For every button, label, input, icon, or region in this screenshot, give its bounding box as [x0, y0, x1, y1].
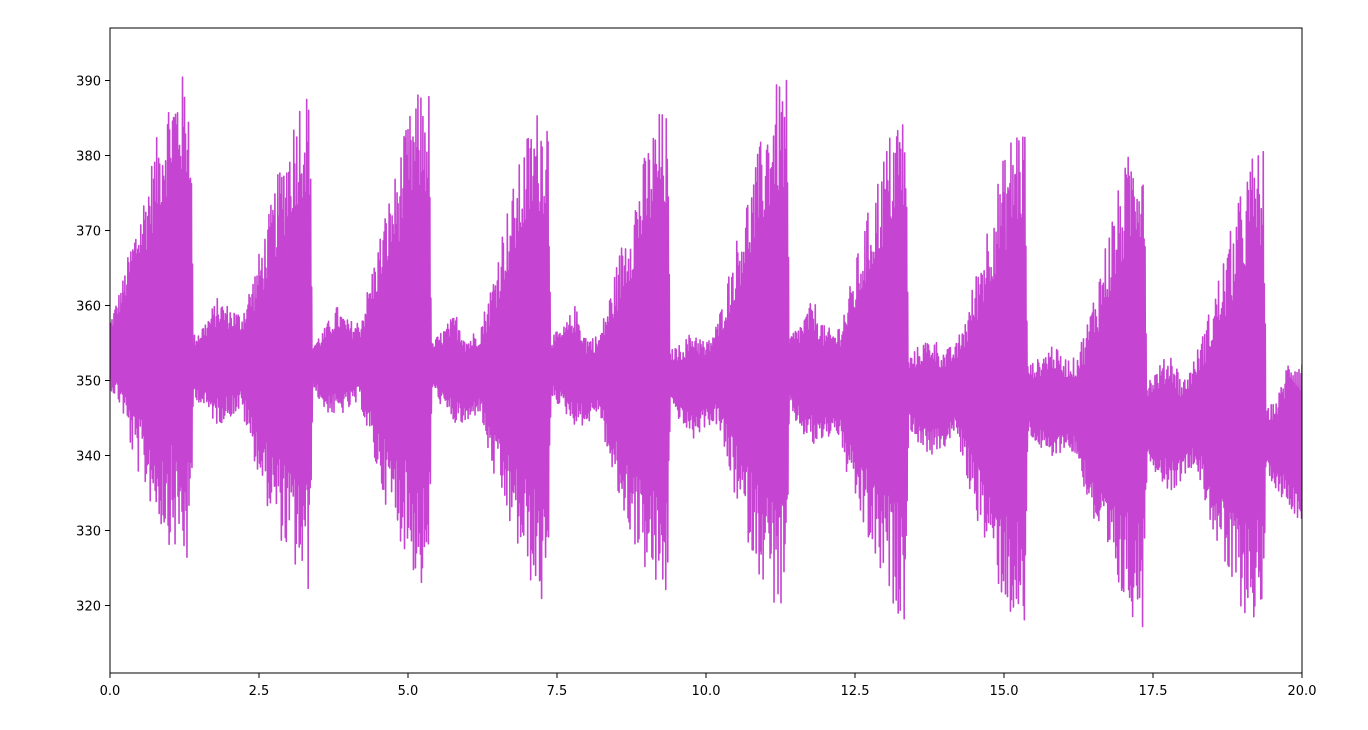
x-axis: 0.0 2.5 5.0 7.5 10.0 12.5 15.0 17.5 20.0	[100, 673, 1317, 699]
x-tick-label: 20.0	[1288, 684, 1317, 699]
x-tick-label: 2.5	[249, 684, 270, 699]
y-tick-label: 320	[76, 600, 101, 615]
x-tick-label: 5.0	[398, 684, 419, 699]
x-tick-label: 0.0	[100, 684, 121, 699]
x-tick-label: 17.5	[1139, 684, 1168, 699]
y-tick-label: 340	[76, 450, 101, 465]
y-tick-label: 380	[76, 150, 101, 165]
series-line	[110, 76, 1302, 628]
y-tick-label: 360	[76, 300, 101, 315]
x-tick-label: 15.0	[990, 684, 1019, 699]
x-tick-label: 12.5	[841, 684, 870, 699]
y-tick-label: 350	[76, 375, 101, 390]
x-tick-label: 7.5	[547, 684, 568, 699]
y-tick-label: 390	[76, 75, 101, 90]
y-tick-label: 330	[76, 525, 101, 540]
series-layer	[110, 76, 1302, 628]
x-tick-label: 10.0	[692, 684, 721, 699]
y-axis: 320 330 340 350 360 370 380 390	[76, 75, 110, 615]
y-tick-label: 370	[76, 225, 101, 240]
